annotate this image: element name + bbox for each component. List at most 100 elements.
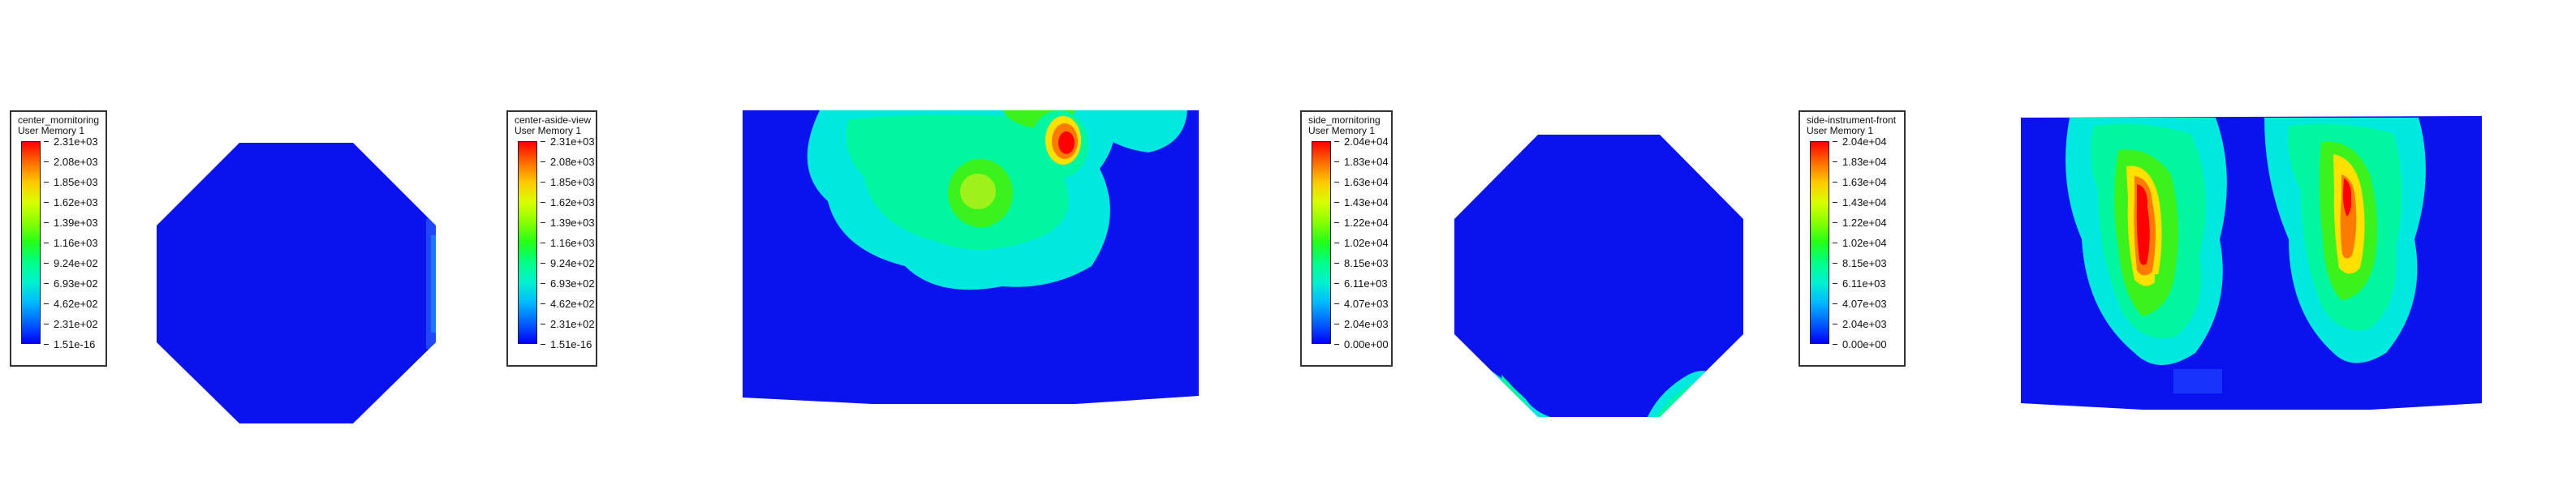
colorbar-tick: 1.51e-16 [44,338,114,350]
tick-label: 1.63e+04 [1344,175,1389,188]
colorbar-tick: 1.22e+04 [1833,216,1902,229]
colorbar-tick: 0.00e+00 [1833,338,1902,350]
legend-title: center_mornitoring [18,114,100,126]
legend-variable: User Memory 1 [18,125,85,136]
tick-label: 2.04e+03 [1344,317,1389,330]
tick-mark [1833,303,1837,304]
tick-label: 2.31e+03 [550,135,595,148]
tick-label: 2.31e+02 [550,317,595,330]
tick-label: 1.16e+03 [54,236,98,249]
legend-center-mornitoring: center_mornitoring User Memory 1 2.31e+0… [10,110,107,367]
colorbar-tick: 1.02e+04 [1334,236,1404,249]
tick-label: 2.04e+04 [1842,135,1887,148]
tick-label: 1.51e-16 [54,337,96,350]
tick-label: 4.62e+02 [550,297,595,310]
tick-label: 1.85e+03 [54,175,98,188]
contour-center-mornitoring [157,143,436,423]
colorbar-tick: 2.31e+02 [541,317,610,330]
colorbar-tick: 2.04e+04 [1833,135,1902,148]
tick-label: 4.62e+02 [54,297,98,310]
colorbar-tick: 9.24e+02 [541,257,610,269]
colorbar-ticks: 2.31e+03 2.08e+03 1.85e+03 1.62e+03 1.39e+03… [541,135,610,350]
tick-label: 6.11e+03 [1344,277,1388,290]
tick-label: 1.39e+03 [54,216,98,229]
tick-mark [1334,181,1339,183]
tick-mark [1833,343,1837,345]
tick-mark [541,282,545,284]
tick-mark [1833,262,1837,264]
colorbar-tick: 1.39e+03 [541,217,610,229]
colorbar-tick: 1.16e+03 [541,237,610,249]
colorbar-ticks: 2.31e+03 2.08e+03 1.85e+03 1.62e+03 1.39e+03… [44,135,114,350]
tick-mark [541,140,545,142]
tick-label: 2.31e+03 [54,135,98,148]
tick-mark [44,303,49,304]
colorbar [21,141,41,344]
tick-label: 2.31e+02 [54,317,98,330]
colorbar-tick: 4.07e+03 [1334,297,1404,310]
colorbar-tick: 1.63e+04 [1334,175,1404,188]
tick-mark [541,303,545,304]
tick-label: 2.08e+03 [54,155,98,168]
tick-label: 1.22e+04 [1842,216,1887,229]
colorbar-tick: 1.16e+03 [44,236,114,249]
colorbar-tick: 0.00e+00 [1334,338,1404,350]
legend-side-instrument-front: side-instrument-front User Memory 1 2.04… [1798,110,1906,367]
tick-label: 1.02e+04 [1344,236,1389,249]
tick-mark [1833,221,1837,223]
colorbar-tick: 2.04e+03 [1833,317,1902,330]
colorbar-tick: 1.43e+04 [1334,196,1404,208]
colorbar-tick: 6.93e+02 [44,277,114,290]
tick-label: 2.04e+03 [1842,317,1887,330]
colorbar-tick: 8.15e+03 [1833,257,1902,269]
legend-variable: User Memory 1 [515,125,582,136]
tick-label: 1.83e+04 [1344,155,1389,168]
colorbar-tick: 2.08e+03 [541,155,610,168]
tick-mark [1334,161,1339,162]
tick-label: 9.24e+02 [550,256,595,269]
tick-label: 6.93e+02 [54,277,98,290]
tick-label: 8.15e+03 [1842,256,1887,269]
colorbar-tick: 1.02e+04 [1833,236,1902,249]
tick-label: 1.22e+04 [1344,216,1389,229]
tick-mark [44,262,49,264]
colorbar-tick: 1.85e+03 [541,176,610,188]
tick-label: 0.00e+00 [1842,337,1887,350]
tick-mark [1334,201,1339,203]
tick-mark [44,161,49,162]
colorbar [1810,141,1829,344]
colorbar [518,141,537,344]
tick-label: 9.24e+02 [54,256,98,269]
tick-mark [1833,282,1837,284]
colorbar-tick: 2.31e+02 [44,317,114,330]
colorbar-tick: 1.39e+03 [44,216,114,229]
tick-mark [44,201,49,203]
colorbar-tick: 4.62e+02 [44,297,114,310]
colorbar-tick: 9.24e+02 [44,257,114,269]
legend-center-aside-view: center-aside-view User Memory 1 2.31e+03… [506,110,597,367]
tick-label: 1.51e-16 [550,337,592,350]
tick-mark [44,282,49,284]
legend-variable: User Memory 1 [1308,125,1376,136]
contour-center-aside-view [743,110,1199,404]
tick-label: 4.07e+03 [1344,297,1389,310]
tick-mark [44,343,49,345]
legend-title: center-aside-view [515,114,592,126]
tick-label: 2.08e+03 [550,155,595,168]
tick-mark [44,181,49,183]
tick-mark [541,221,545,223]
colorbar-ticks: 2.04e+04 1.83e+04 1.63e+04 1.43e+04 1.22e+04… [1833,135,1902,350]
tick-mark [44,140,49,142]
tick-label: 1.62e+03 [54,196,98,208]
colorbar-tick: 1.62e+03 [44,196,114,208]
tick-label: 1.02e+04 [1842,236,1887,249]
tick-mark [541,201,545,203]
colorbar-tick: 2.04e+03 [1334,317,1404,330]
tick-mark [1334,343,1339,345]
tick-mark [541,161,545,162]
tick-mark [1334,262,1339,264]
legend-title: side-instrument-front [1807,114,1897,126]
tick-mark [541,262,545,264]
tick-mark [1833,181,1837,183]
tick-mark [1833,201,1837,203]
